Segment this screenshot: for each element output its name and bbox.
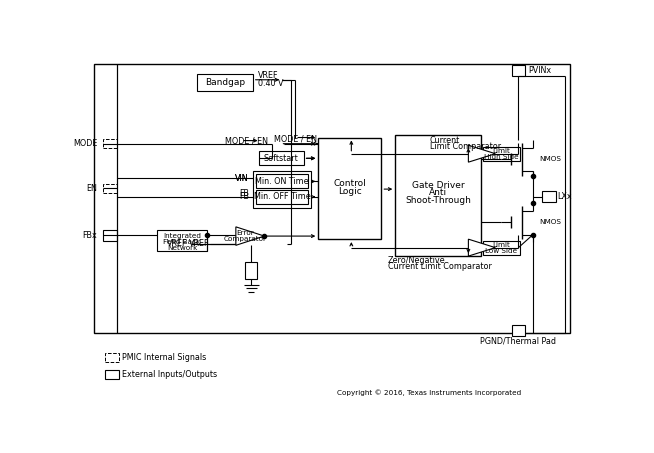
Bar: [158, 230, 207, 251]
Bar: [256, 190, 308, 204]
Bar: [511, 325, 525, 336]
Text: MODE / EN: MODE / EN: [225, 136, 268, 145]
Text: LXx: LXx: [558, 193, 572, 201]
Bar: [198, 74, 253, 92]
Bar: [259, 151, 303, 165]
Text: Control: Control: [334, 179, 366, 188]
Text: VREF: VREF: [167, 239, 187, 248]
Text: Bandgap: Bandgap: [205, 78, 245, 87]
Text: Low Side: Low Side: [485, 248, 517, 254]
Text: Min. OFF Time: Min. OFF Time: [254, 193, 311, 201]
Text: Copyright © 2016, Texas Instruments Incorporated: Copyright © 2016, Texas Instruments Inco…: [337, 390, 522, 396]
Text: Comparator: Comparator: [224, 236, 267, 242]
Text: FBx: FBx: [82, 231, 97, 240]
Text: Limit: Limit: [492, 241, 510, 247]
Bar: [542, 192, 556, 202]
Bar: [94, 63, 570, 333]
Text: PVINx: PVINx: [528, 66, 551, 75]
Text: External Inputs/Outputs: External Inputs/Outputs: [122, 370, 217, 379]
Text: Softstart: Softstart: [264, 154, 299, 163]
Text: NMOS: NMOS: [540, 219, 561, 225]
Text: Min. ON Time: Min. ON Time: [255, 177, 309, 186]
Bar: [483, 241, 520, 255]
Text: VIN: VIN: [235, 174, 249, 183]
Text: Integrated: Integrated: [163, 233, 201, 239]
Bar: [256, 174, 308, 188]
Text: 0.40 V: 0.40 V: [258, 79, 284, 88]
Text: Anti: Anti: [429, 188, 447, 198]
Bar: [103, 184, 117, 193]
Text: FB: FB: [239, 193, 249, 201]
Text: VREF: VREF: [189, 239, 210, 248]
Text: MODE / EN: MODE / EN: [274, 135, 317, 144]
Bar: [103, 230, 117, 241]
Text: Current Limit Comparator: Current Limit Comparator: [388, 262, 491, 271]
Polygon shape: [236, 227, 264, 246]
Text: Shoot-Through: Shoot-Through: [405, 196, 472, 205]
Text: Gate Driver: Gate Driver: [412, 181, 465, 190]
Text: Zero/Negative: Zero/Negative: [388, 256, 445, 265]
Bar: [318, 138, 381, 239]
Text: PMIC Internal Signals: PMIC Internal Signals: [122, 353, 206, 362]
Text: Error: Error: [236, 230, 254, 236]
Polygon shape: [468, 145, 495, 162]
Text: VREF: VREF: [258, 72, 279, 81]
Bar: [395, 135, 481, 256]
Text: MODE: MODE: [73, 139, 97, 148]
Text: Limit: Limit: [492, 148, 510, 154]
Bar: [483, 147, 520, 161]
Bar: [105, 370, 119, 379]
Polygon shape: [468, 239, 495, 256]
Text: High Side: High Side: [484, 154, 519, 160]
Text: NMOS: NMOS: [540, 156, 561, 162]
Bar: [103, 139, 117, 148]
Text: Current: Current: [430, 136, 460, 145]
Text: Logic: Logic: [338, 187, 362, 196]
Bar: [245, 262, 258, 279]
Text: Network: Network: [167, 246, 197, 251]
Text: FB: FB: [239, 189, 249, 198]
Text: PGND/Thermal Pad: PGND/Thermal Pad: [481, 336, 557, 345]
Bar: [511, 65, 525, 76]
Text: VIN: VIN: [235, 174, 249, 183]
Bar: [253, 171, 311, 208]
Text: Feed Back: Feed Back: [164, 239, 201, 245]
Text: Limit Comparator: Limit Comparator: [430, 142, 501, 151]
Bar: [105, 353, 119, 362]
Text: EN: EN: [86, 184, 97, 193]
